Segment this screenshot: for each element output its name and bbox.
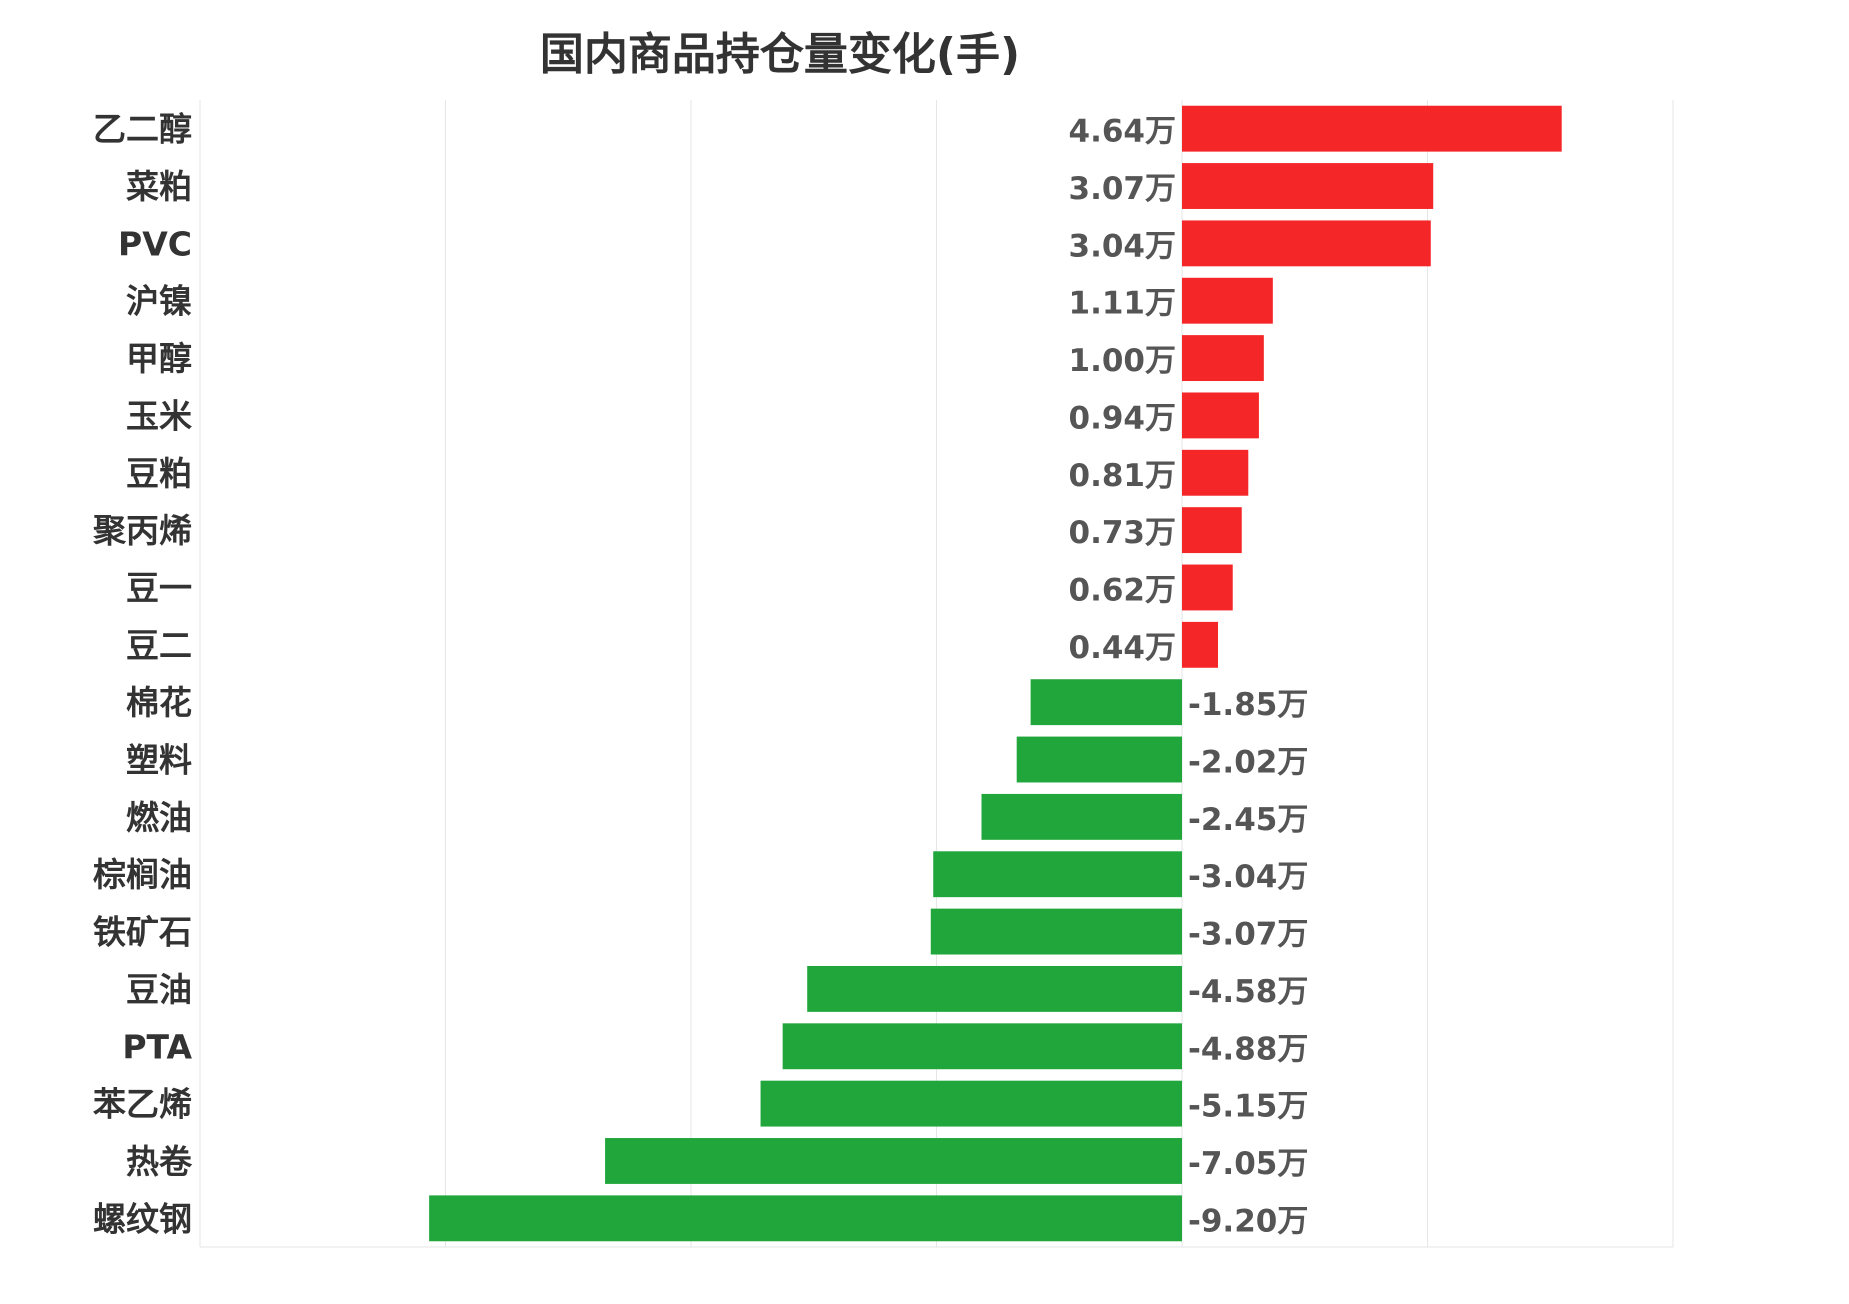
data-label: -9.20万 <box>1188 1203 1308 1239</box>
category-label: 聚丙烯 <box>92 511 192 550</box>
data-label: -1.85万 <box>1188 687 1308 723</box>
bar-7 <box>1182 449 1249 496</box>
data-label: 0.94万 <box>1069 400 1177 436</box>
data-label: -2.02万 <box>1188 745 1308 781</box>
category-label: 沪镍 <box>126 282 192 321</box>
data-label: -4.88万 <box>1188 1031 1308 1067</box>
category-label: 塑料 <box>126 741 192 780</box>
category-label: 乙二醇 <box>93 110 192 149</box>
chart-title: 国内商品持仓量变化(手) <box>539 29 1021 80</box>
bar-17 <box>782 1023 1182 1070</box>
category-label: 玉米 <box>126 396 192 435</box>
bar-13 <box>981 793 1182 840</box>
bar-18 <box>760 1080 1182 1127</box>
category-label: 螺纹钢 <box>93 1199 192 1238</box>
bar-8 <box>1182 507 1242 554</box>
category-label: 铁矿石 <box>93 913 192 952</box>
category-label: 甲醇 <box>126 339 192 378</box>
data-label: 4.64万 <box>1069 114 1177 150</box>
data-label: -3.04万 <box>1188 859 1308 895</box>
category-label: 棉花 <box>126 683 192 722</box>
data-label: 0.44万 <box>1069 630 1177 666</box>
category-label: PVC <box>118 224 192 263</box>
bar-1 <box>1182 105 1562 152</box>
bar-14 <box>933 851 1182 898</box>
bar-16 <box>807 965 1182 1012</box>
data-label: 3.04万 <box>1069 228 1177 264</box>
category-label: 热卷 <box>126 1142 193 1181</box>
category-label: 棕榈油 <box>93 855 192 894</box>
category-label: 豆一 <box>126 568 192 607</box>
category-label: 燃油 <box>126 798 192 837</box>
bar-4 <box>1182 277 1273 324</box>
data-label: -7.05万 <box>1188 1146 1308 1182</box>
data-label: -4.58万 <box>1188 974 1308 1010</box>
bar-20 <box>429 1195 1183 1242</box>
category-label: 豆二 <box>126 626 192 665</box>
data-label: 1.00万 <box>1069 343 1177 379</box>
category-label: 豆粕 <box>126 454 192 493</box>
bar-11 <box>1030 679 1182 726</box>
data-label: 0.73万 <box>1069 515 1177 551</box>
data-label: 0.62万 <box>1069 572 1177 608</box>
bar-5 <box>1182 335 1264 382</box>
category-label: PTA <box>122 1027 192 1066</box>
bar-2 <box>1182 163 1434 209</box>
data-label: -2.45万 <box>1188 802 1308 838</box>
bar-10 <box>1182 621 1219 668</box>
category-label: 菜粕 <box>126 167 192 206</box>
bar-3 <box>1182 220 1431 267</box>
data-label: -5.15万 <box>1188 1089 1308 1125</box>
data-label: 3.07万 <box>1069 171 1177 207</box>
category-label: 豆油 <box>126 970 192 1009</box>
data-label: -3.07万 <box>1188 917 1308 953</box>
data-label: 0.81万 <box>1069 458 1177 494</box>
data-label: 1.11万 <box>1069 286 1177 322</box>
bar-9 <box>1182 564 1233 611</box>
bar-19 <box>605 1138 1182 1184</box>
bar-6 <box>1182 392 1259 439</box>
bar-12 <box>1016 736 1182 783</box>
bar-15 <box>930 908 1182 955</box>
category-label: 苯乙烯 <box>93 1085 192 1124</box>
